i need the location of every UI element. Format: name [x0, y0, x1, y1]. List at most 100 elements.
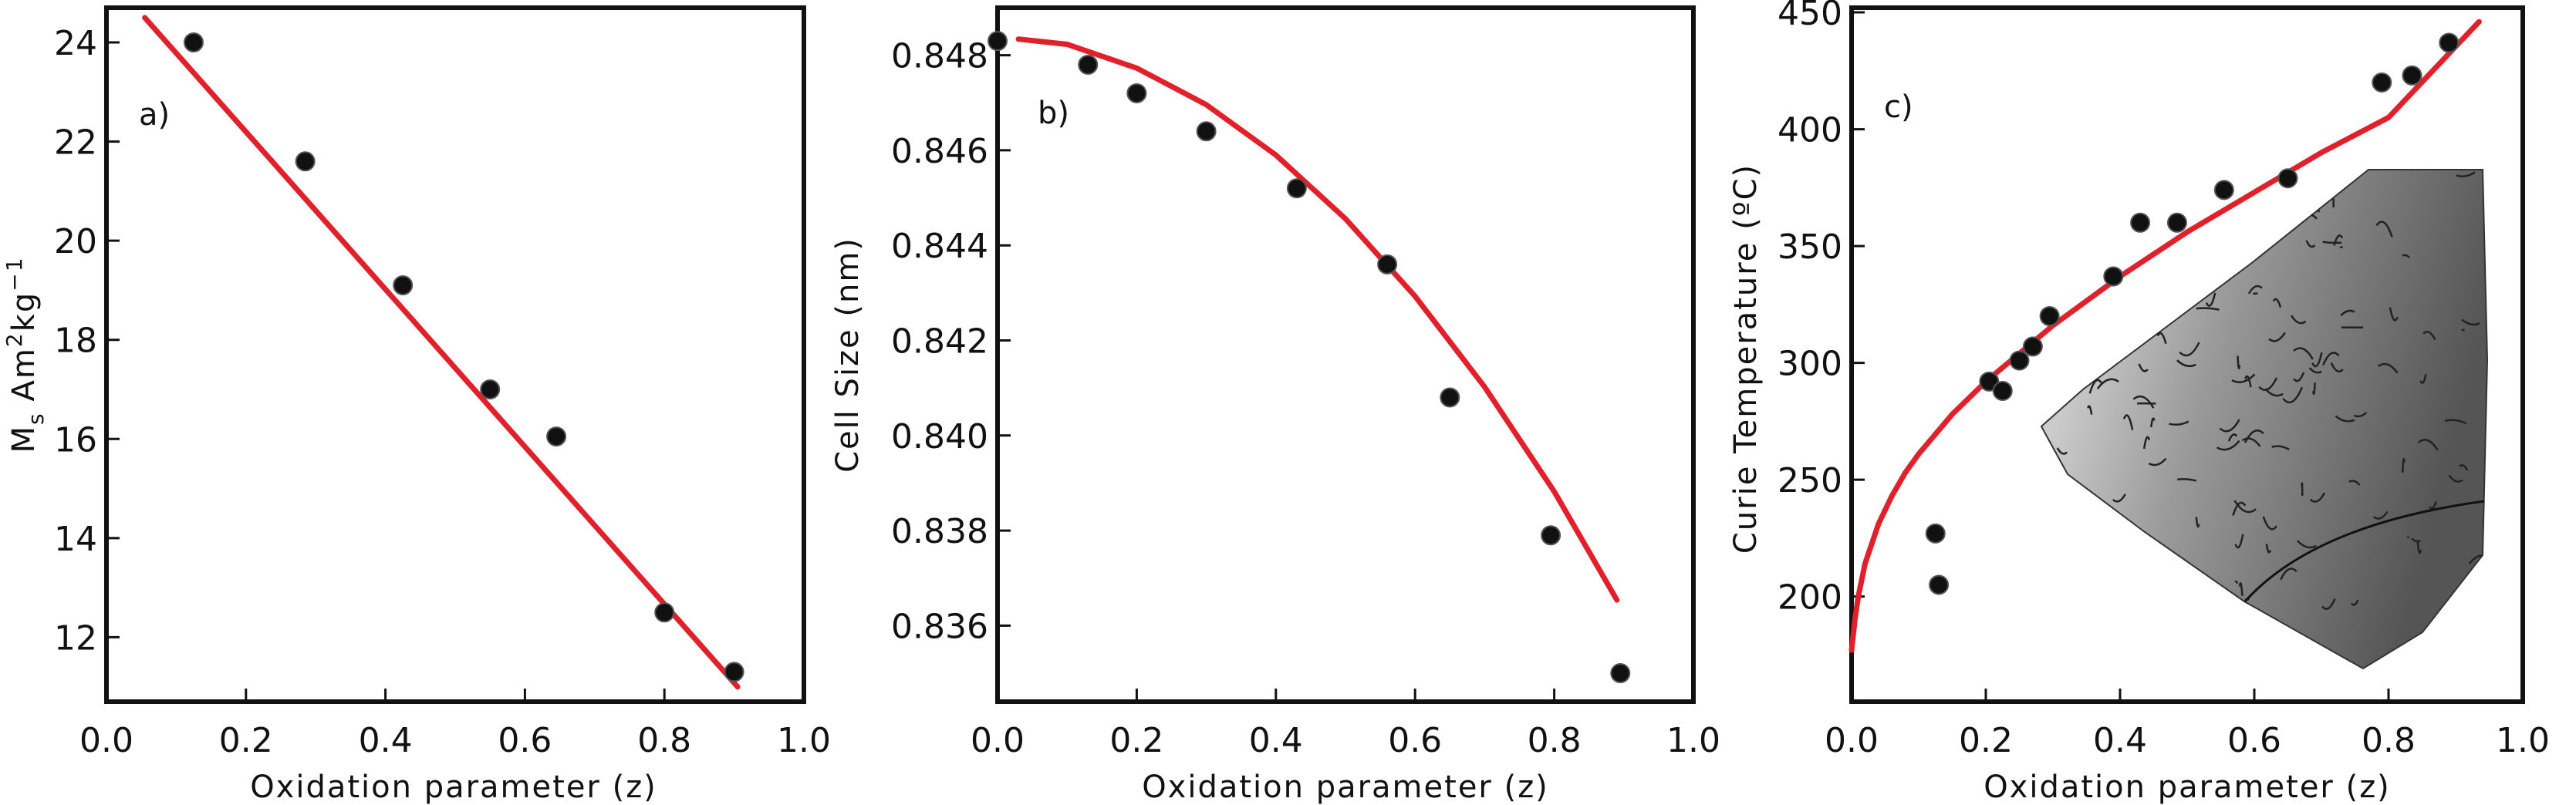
micrograph-texture: [2176, 359, 2196, 368]
micrograph-texture: [2312, 382, 2316, 396]
micrograph-texture: [2297, 540, 2318, 549]
micrograph-texture: [2098, 172, 2120, 189]
micrograph-texture: [2112, 493, 2126, 503]
micrograph-texture: [2271, 445, 2290, 451]
micrograph-texture: [2216, 440, 2240, 451]
micrograph-texture: [2264, 388, 2284, 397]
y-tick-label: 0.842: [891, 322, 988, 362]
data-point: [1196, 121, 1217, 142]
y-tick-label: 0.848: [891, 37, 988, 76]
micrograph-texture: [2245, 643, 2264, 648]
micrograph-texture: [2095, 586, 2112, 598]
panel-label-c: c): [1884, 89, 1913, 125]
data-point: [1541, 525, 1561, 546]
x-tick-label: 0.8: [2362, 721, 2416, 760]
x-tick-label: 0.6: [2227, 721, 2281, 760]
micrograph-texture: [2257, 629, 2277, 636]
micrograph-texture: [2241, 437, 2261, 447]
data-point: [1377, 254, 1398, 275]
y-tick-label: 0.838: [891, 512, 988, 551]
micrograph-texture: [2305, 240, 2316, 248]
micrograph-texture: [2272, 298, 2282, 308]
micrograph-texture: [2227, 433, 2238, 442]
micrograph-texture: [2231, 373, 2256, 383]
micrograph-texture: [2418, 439, 2439, 451]
micrograph-texture: [2190, 281, 2204, 294]
data-point: [1078, 54, 1099, 75]
x-axis-label-a: Oxidation parameter (z): [250, 770, 657, 805]
micrograph-texture: [2062, 545, 2087, 559]
y-tick-label: 12: [54, 618, 97, 658]
micrograph-texture: [2461, 318, 2480, 326]
micrograph-texture: [2448, 474, 2463, 483]
micrograph-texture: [2322, 352, 2340, 366]
micrograph-texture: [2218, 600, 2230, 609]
micrograph-texture: [2205, 292, 2216, 307]
micrograph-texture: [2115, 646, 2121, 656]
data-point: [2372, 72, 2392, 93]
micrograph-texture: [2104, 318, 2127, 324]
micrograph-texture: [2375, 221, 2393, 237]
data-point: [988, 31, 1008, 52]
micrograph-texture: [2142, 436, 2151, 450]
micrograph-texture: [2177, 478, 2197, 482]
micrograph-texture: [2428, 637, 2436, 652]
micrograph-texture: [2244, 375, 2252, 388]
micrograph-texture: [2056, 447, 2068, 455]
micrograph-texture: [2247, 285, 2263, 295]
y-tick-label: 250: [1778, 461, 1842, 500]
micrograph-texture: [2237, 206, 2260, 210]
micrograph-texture: [2054, 245, 2066, 253]
data-point: [2130, 212, 2151, 233]
data-point: [546, 426, 567, 447]
y-axis-label-b: Cell Size (nm): [830, 237, 866, 473]
data-point: [2213, 180, 2234, 200]
micrograph-texture: [2058, 590, 2080, 605]
data-point: [2009, 350, 2030, 371]
micrograph-texture: [2233, 500, 2257, 514]
data-point: [1286, 178, 1307, 199]
data-point: [1126, 83, 1147, 103]
micrograph-texture: [2234, 580, 2239, 584]
x-tick-label: 0.4: [359, 721, 413, 760]
micrograph-texture: [2150, 646, 2175, 663]
micrograph-texture: [2234, 534, 2244, 549]
micrograph-texture: [2377, 362, 2399, 374]
micrograph-texture: [2459, 464, 2469, 471]
x-tick-label: 0.6: [498, 721, 552, 760]
micrograph-texture: [2138, 363, 2149, 372]
y-tick-label: 400: [1778, 111, 1842, 150]
micrograph-texture: [2322, 241, 2342, 244]
y-tick-label: 450: [1778, 0, 1842, 33]
micrograph-texture: [2177, 613, 2185, 618]
y-tick-label: 18: [54, 322, 97, 361]
micrograph-texture: [2058, 343, 2068, 359]
micrograph-texture: [2196, 307, 2220, 311]
data-point: [1992, 380, 2013, 401]
micrograph-texture: [2265, 544, 2272, 554]
ylabel-unit2: kg: [6, 291, 42, 332]
micrograph-texture: [2237, 355, 2241, 369]
micrograph-texture: [2283, 658, 2291, 669]
micrograph-texture: [2219, 419, 2240, 433]
x-tick-label: 0.8: [1528, 721, 1582, 760]
fit-line: [1015, 36, 1620, 603]
micrograph-texture: [2098, 553, 2119, 562]
x-tick-label: 0.2: [219, 721, 273, 760]
micrograph-texture: [2293, 372, 2305, 382]
y-tick-label: 0.840: [891, 417, 988, 456]
x-tick-label: 0.0: [79, 721, 133, 760]
ylabel-sub: s: [23, 412, 49, 425]
y-axis-label-c: Curie Temperature (ºC): [1728, 163, 1764, 554]
micrograph-texture: [2096, 378, 2119, 390]
micrograph-texture: [2216, 264, 2224, 281]
micrograph-texture: [2311, 352, 2323, 368]
y-tick-label: 24: [54, 24, 97, 63]
micrograph-texture: [2444, 419, 2467, 425]
micrograph-texture: [2350, 599, 2359, 606]
x-tick-label: 0.4: [2093, 721, 2147, 760]
y-tick-label: 22: [54, 123, 97, 163]
micrograph-texture: [2041, 284, 2051, 291]
micrograph-texture: [2210, 205, 2214, 214]
x-tick-label: 0.2: [1959, 721, 2013, 760]
